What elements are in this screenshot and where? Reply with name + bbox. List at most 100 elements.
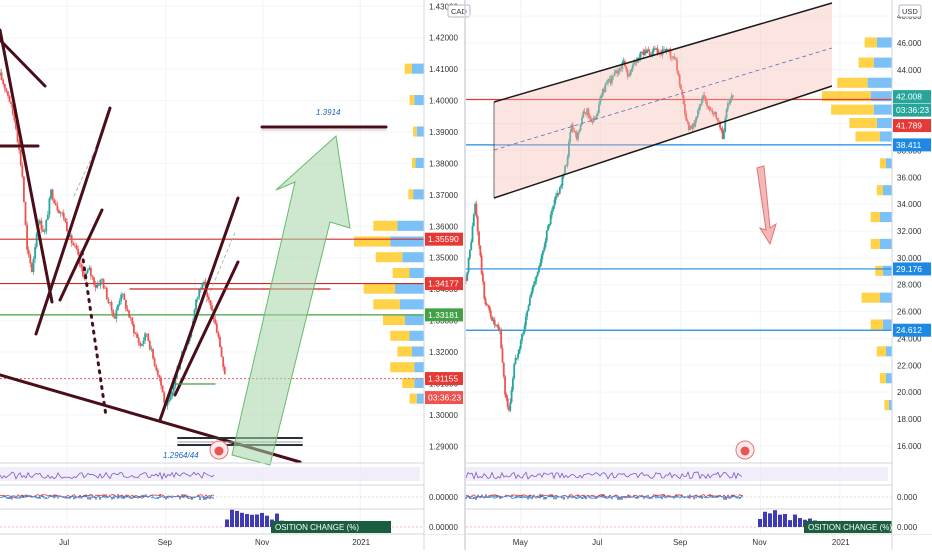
- volume-profile-buy-bar: [855, 131, 880, 142]
- candle-body: [621, 62, 624, 70]
- currency-badge[interactable]: CAD: [447, 4, 471, 18]
- candle-body: [519, 340, 522, 349]
- time-axis-label: 2021: [352, 538, 370, 547]
- trend-line: [58, 208, 104, 302]
- channel-lower-line: [493, 85, 833, 199]
- volume-profile-buy-bar: [354, 236, 391, 247]
- candle-body: [655, 48, 658, 50]
- candle-body: [168, 400, 170, 403]
- candle-body: [61, 212, 64, 214]
- candle-body: [647, 49, 650, 52]
- candle-body: [539, 262, 542, 267]
- candle-body: [2, 79, 5, 84]
- candle-body: [729, 99, 732, 104]
- candle-body: [62, 212, 65, 219]
- candle-body: [673, 56, 676, 59]
- currency-badge-label[interactable]: USD: [902, 7, 918, 16]
- candle-body: [479, 245, 482, 256]
- trend-line: [34, 106, 112, 336]
- candle-body: [642, 51, 645, 55]
- candle-body: [618, 68, 621, 72]
- candle-body: [696, 110, 699, 117]
- position-change-bar: [275, 513, 279, 527]
- news-flag-icon[interactable]: [735, 440, 755, 460]
- candle-body: [571, 124, 574, 130]
- candle-body: [91, 275, 94, 278]
- annotation-label: 1.3914: [316, 108, 341, 117]
- candle-body: [3, 83, 6, 89]
- candle-body: [557, 193, 560, 194]
- candle-body: [603, 88, 605, 92]
- candle-body: [669, 51, 672, 58]
- volume-profile-buy-bar: [390, 362, 415, 373]
- news-flag-icon[interactable]: [209, 440, 229, 460]
- candle-body: [568, 141, 570, 157]
- price-tick-label: 1.39000: [429, 128, 458, 137]
- candle-body: [517, 353, 520, 359]
- candle-body: [617, 71, 620, 74]
- position-change-bar: [235, 510, 239, 527]
- candle-body: [613, 72, 616, 77]
- price-tick-label: 22.000: [897, 361, 922, 370]
- candle-body: [206, 292, 209, 298]
- price-tag-label: 38.411: [896, 140, 922, 150]
- candle-body: [730, 95, 733, 100]
- volume-profile-sell-bar: [390, 236, 424, 247]
- position-change-bar: [758, 518, 762, 527]
- candle-body: [174, 377, 177, 387]
- currency-badge-box[interactable]: [898, 4, 922, 18]
- candle-body: [51, 189, 54, 200]
- volume-profile-buy-bar: [876, 346, 886, 357]
- candle-body: [527, 305, 530, 311]
- volume-profile-buy-bar: [870, 319, 883, 330]
- candle-body: [139, 342, 142, 346]
- chart-pane-usdcad: 1.3914 1.2964/44 OSITION CHANGE (%) 1.43000…: [0, 0, 471, 550]
- news-flag-icon-dot[interactable]: [740, 446, 750, 456]
- candle-body: [169, 396, 172, 401]
- candle-body: [134, 333, 137, 334]
- price-tick-label: 1.43000: [429, 2, 458, 11]
- candle-body: [630, 69, 633, 72]
- candle-body: [582, 111, 585, 118]
- candle-body: [608, 78, 611, 81]
- currency-badge-label[interactable]: CAD: [451, 7, 467, 16]
- candle-body: [193, 309, 196, 322]
- trend-line: [0, 28, 54, 304]
- position-change-bar: [768, 513, 772, 527]
- news-flag-icon-dot[interactable]: [214, 446, 224, 456]
- volume-profile-buy-bar: [864, 37, 877, 48]
- price-tick-label: 46.000: [897, 39, 922, 48]
- candle-body: [710, 109, 712, 111]
- currency-badge[interactable]: USD: [898, 4, 922, 18]
- candle-body: [155, 365, 158, 370]
- candle-body: [528, 297, 531, 306]
- candle-body: [81, 267, 84, 276]
- volume-profile-sell-bar: [879, 131, 892, 142]
- candle-body: [597, 104, 600, 113]
- candle-body: [664, 49, 667, 52]
- volume-profile-sell-bar: [395, 283, 424, 294]
- candle-body: [541, 251, 544, 256]
- position-change-label-bg: [804, 521, 912, 533]
- oscillator-band: [0, 467, 420, 481]
- candle-body: [201, 283, 204, 289]
- candle-body: [595, 116, 598, 120]
- candle-body: [720, 127, 723, 130]
- candle-body: [548, 224, 551, 226]
- candle-body: [158, 374, 161, 378]
- candle-body: [510, 390, 513, 403]
- candle-body: [695, 116, 698, 121]
- candle-body: [717, 120, 720, 122]
- oscillator-line: [0, 471, 215, 481]
- volume-profile-sell-bar: [413, 189, 424, 200]
- volume-profile-buy-bar: [397, 346, 412, 357]
- candles: [0, 68, 226, 410]
- price-tag-bg: [893, 262, 931, 276]
- candle-body: [13, 113, 16, 121]
- price-tag: 1.33181: [425, 308, 463, 322]
- price-tick-label: 24.000: [897, 334, 922, 343]
- volume-profile: [354, 63, 424, 404]
- time-axis-label: 2021: [832, 538, 850, 547]
- volume-profile-sell-bar: [409, 267, 424, 278]
- candle-body: [147, 333, 150, 341]
